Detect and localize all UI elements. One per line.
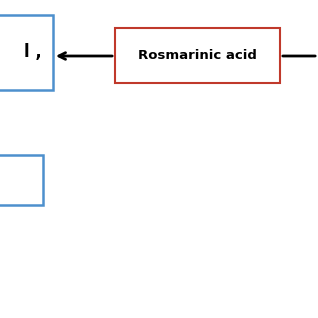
Text: Rosmarinic acid: Rosmarinic acid — [138, 49, 257, 62]
Bar — [0, 155, 43, 205]
Bar — [0, 15, 53, 90]
Text: l ,: l , — [24, 44, 42, 61]
Bar — [115, 28, 280, 83]
